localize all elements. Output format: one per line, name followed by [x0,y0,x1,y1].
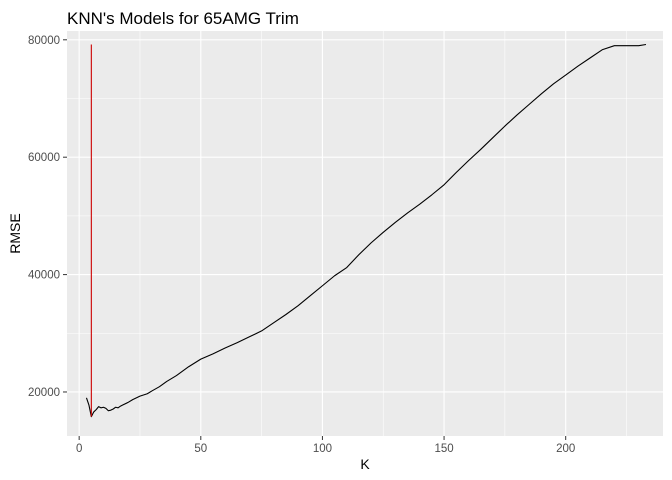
y-tick-label: 60000 [28,152,60,164]
y-axis-title: RMSE [7,213,23,253]
x-tick-label: 200 [556,443,575,455]
x-tick-label: 150 [434,443,453,455]
plot-panel [67,31,663,436]
x-tick-label: 50 [194,443,207,455]
y-tick-label: 20000 [28,387,60,399]
rmse-series-line [85,43,647,418]
axis-ticks: 0 50 100 150 200 20000 40000 60000 80000 [28,35,575,455]
chart-title: KNN's Models for 65AMG Trim [67,9,299,28]
x-tick-label: 0 [76,443,82,455]
series-layer [85,43,647,418]
y-tick-label: 80000 [28,35,60,47]
x-axis-title: K [360,456,370,472]
x-tick-label: 100 [313,443,332,455]
grid-lines [67,31,663,436]
y-tick-label: 40000 [28,270,60,282]
